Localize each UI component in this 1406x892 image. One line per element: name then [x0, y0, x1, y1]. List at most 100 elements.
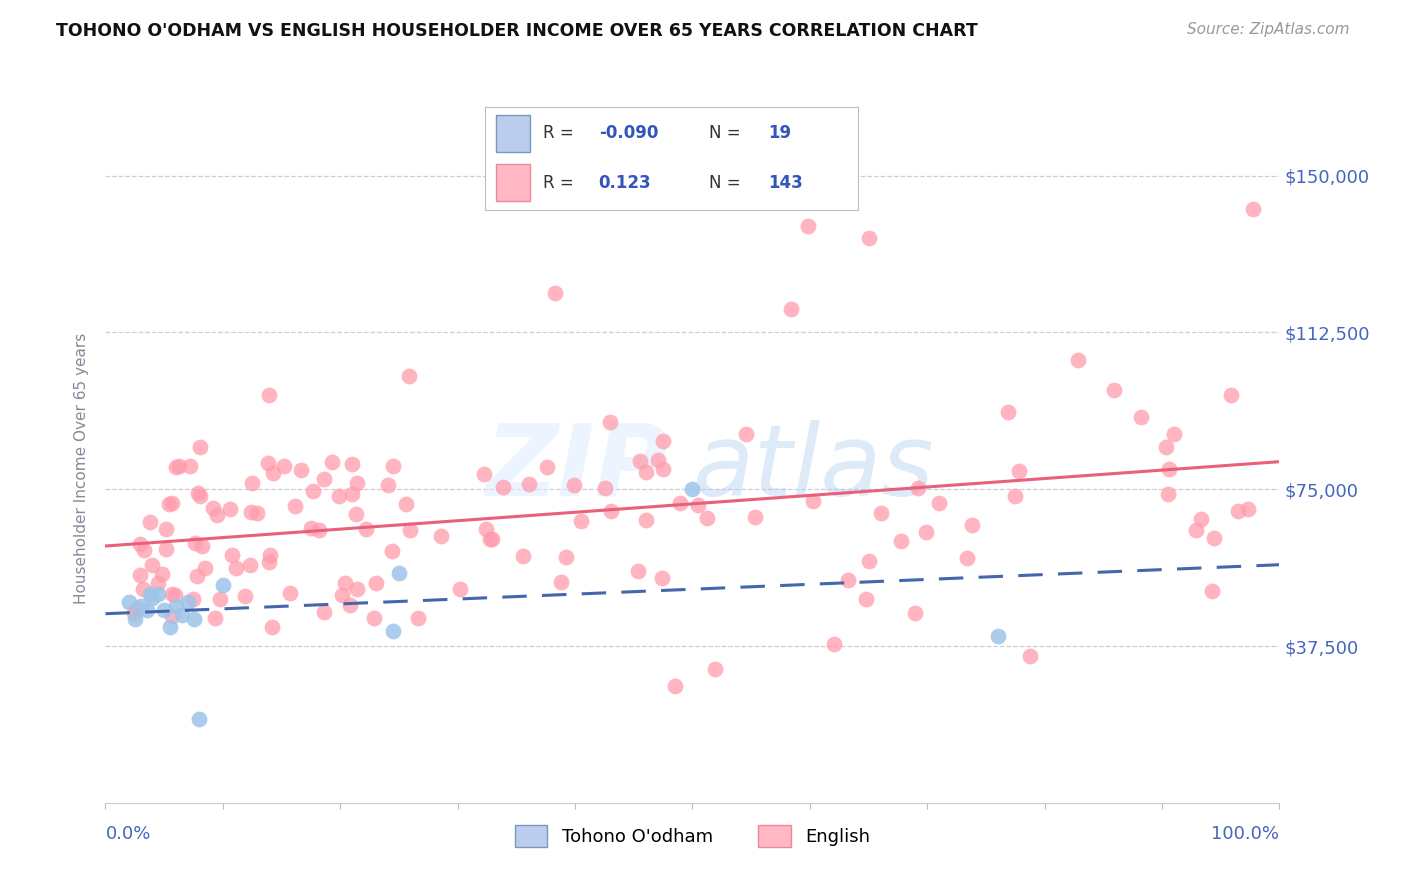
Point	[668, 496, 690, 510]
Point	[960, 518, 983, 533]
Point	[124, 612, 146, 626]
Point	[837, 573, 859, 587]
Point	[636, 513, 658, 527]
Point	[890, 533, 912, 548]
Point	[780, 302, 803, 317]
Point	[190, 489, 212, 503]
Point	[141, 558, 163, 572]
Point	[262, 467, 284, 481]
Point	[1104, 383, 1126, 397]
Point	[284, 499, 307, 513]
Point	[233, 589, 256, 603]
Point	[239, 558, 262, 573]
Point	[191, 539, 214, 553]
Point	[340, 486, 363, 500]
Text: 0.0%: 0.0%	[105, 825, 150, 843]
Point	[181, 591, 204, 606]
Text: N =: N =	[709, 174, 745, 192]
Point	[209, 592, 232, 607]
Point	[801, 493, 824, 508]
Point	[381, 543, 404, 558]
Point	[394, 497, 416, 511]
Point	[278, 586, 301, 600]
Point	[478, 533, 501, 547]
Point	[1157, 487, 1180, 501]
Bar	[496, 164, 530, 202]
Point	[377, 478, 399, 492]
Point	[555, 550, 578, 565]
Point	[550, 574, 572, 589]
Point	[299, 521, 322, 535]
Point	[536, 460, 558, 475]
Point	[259, 555, 281, 569]
Point	[201, 501, 224, 516]
Y-axis label: Householder Income Over 65 years: Householder Income Over 65 years	[75, 333, 90, 604]
Point	[160, 587, 183, 601]
Point	[593, 481, 616, 495]
Point	[858, 554, 880, 568]
Point	[138, 515, 160, 529]
Point	[512, 549, 534, 563]
Text: R =: R =	[543, 174, 579, 192]
Point	[381, 458, 404, 473]
Point	[474, 522, 496, 536]
Point	[139, 587, 162, 601]
Text: 0.123: 0.123	[599, 174, 651, 192]
Point	[122, 606, 145, 620]
Point	[904, 607, 927, 621]
Point	[651, 462, 673, 476]
Point	[240, 505, 263, 519]
Point	[302, 484, 325, 499]
Point	[928, 496, 950, 510]
Point	[141, 591, 163, 605]
Point	[562, 478, 585, 492]
Text: Source: ZipAtlas.com: Source: ZipAtlas.com	[1187, 22, 1350, 37]
Point	[870, 506, 893, 520]
Text: N =: N =	[709, 124, 745, 142]
Point	[1237, 502, 1260, 516]
Point	[179, 458, 201, 473]
Text: -0.090: -0.090	[599, 124, 658, 142]
Point	[312, 605, 335, 619]
Point	[1189, 512, 1212, 526]
Point	[155, 542, 177, 557]
Point	[647, 453, 669, 467]
Point	[987, 628, 1010, 642]
Point	[150, 566, 173, 581]
Point	[599, 415, 621, 429]
Legend: Tohono O'odham, English: Tohono O'odham, English	[508, 817, 877, 854]
Point	[599, 504, 621, 518]
Point	[205, 508, 228, 522]
Point	[155, 522, 177, 536]
Point	[1008, 464, 1031, 478]
Point	[1018, 649, 1040, 664]
Point	[481, 532, 503, 546]
Point	[314, 472, 336, 486]
Point	[491, 480, 513, 494]
Point	[382, 624, 405, 639]
Point	[1130, 409, 1153, 424]
Point	[339, 598, 361, 612]
Text: ZIP: ZIP	[486, 420, 669, 516]
Point	[449, 582, 471, 597]
Point	[165, 599, 187, 614]
Point	[321, 455, 343, 469]
Point	[165, 460, 187, 475]
Point	[364, 575, 387, 590]
Point	[823, 637, 845, 651]
Point	[344, 507, 367, 521]
Point	[259, 387, 281, 401]
Point	[664, 679, 686, 693]
Bar	[496, 115, 530, 153]
Point	[257, 457, 280, 471]
Point	[1067, 353, 1090, 368]
Point	[651, 434, 673, 449]
Point	[1004, 489, 1026, 503]
Point	[190, 440, 212, 454]
Point	[472, 467, 495, 482]
Point	[246, 506, 269, 520]
Point	[855, 592, 877, 607]
Point	[997, 405, 1019, 419]
Text: 19: 19	[768, 124, 792, 142]
Point	[681, 482, 703, 496]
